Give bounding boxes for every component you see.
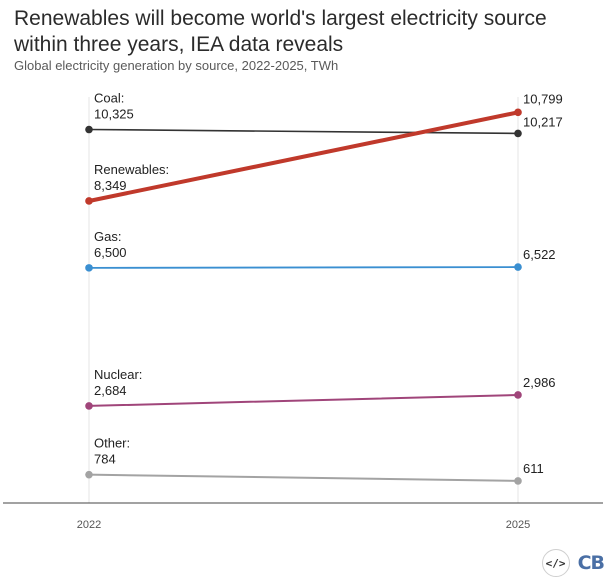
- chart-subtitle: Global electricity generation by source,…: [14, 58, 339, 73]
- data-point-nuclear-2025: [514, 391, 522, 399]
- x-tick-label-2025: 2025: [506, 519, 530, 531]
- value-label-nuclear-2025: 2,986: [523, 375, 556, 390]
- data-point-other-2025: [514, 477, 522, 485]
- value-label-gas-2025: 6,522: [523, 247, 556, 262]
- data-point-gas-2025: [514, 263, 522, 271]
- value-label-renewables-2025: 10,799: [523, 91, 563, 106]
- value-label-coal-2022: 10,325: [94, 107, 134, 122]
- value-label-renewables-2022: 8,349: [94, 178, 127, 193]
- value-label-other-2022: 784: [94, 452, 116, 467]
- series-name-label-coal: Coal:: [94, 91, 124, 106]
- series-line-other: [88, 473, 519, 482]
- value-label-coal-2025: 10,217: [523, 114, 563, 129]
- series-line-renewables: [87, 110, 520, 203]
- series-line-nuclear: [88, 393, 519, 407]
- value-label-other-2025: 611: [523, 461, 544, 476]
- brand-footer: </> CB: [541, 549, 605, 577]
- value-label-nuclear-2022: 2,684: [94, 383, 127, 398]
- series-name-label-gas: Gas:: [94, 229, 121, 244]
- series-name-label-renewables: Renewables:: [94, 162, 169, 177]
- series-name-label-other: Other:: [94, 436, 130, 451]
- data-point-gas-2022: [85, 264, 93, 272]
- chart-title: Renewables will become world's largest e…: [14, 7, 547, 56]
- data-point-nuclear-2022: [85, 402, 93, 410]
- x-tick-label-2022: 2022: [77, 519, 101, 531]
- data-point-other-2022: [85, 470, 93, 479]
- series-name-label-nuclear: Nuclear:: [94, 367, 142, 382]
- data-point-coal-2025: [514, 129, 522, 138]
- data-point-renewables-2025: [514, 108, 522, 117]
- series-line-gas: [88, 266, 519, 269]
- embed-code-icon[interactable]: </>: [541, 549, 570, 577]
- series-line-coal: [88, 128, 519, 135]
- value-label-gas-2022: 6,500: [94, 245, 127, 260]
- data-point-renewables-2022: [85, 197, 93, 205]
- data-point-coal-2022: [85, 125, 93, 134]
- carbon-brief-logo: CB: [577, 552, 605, 574]
